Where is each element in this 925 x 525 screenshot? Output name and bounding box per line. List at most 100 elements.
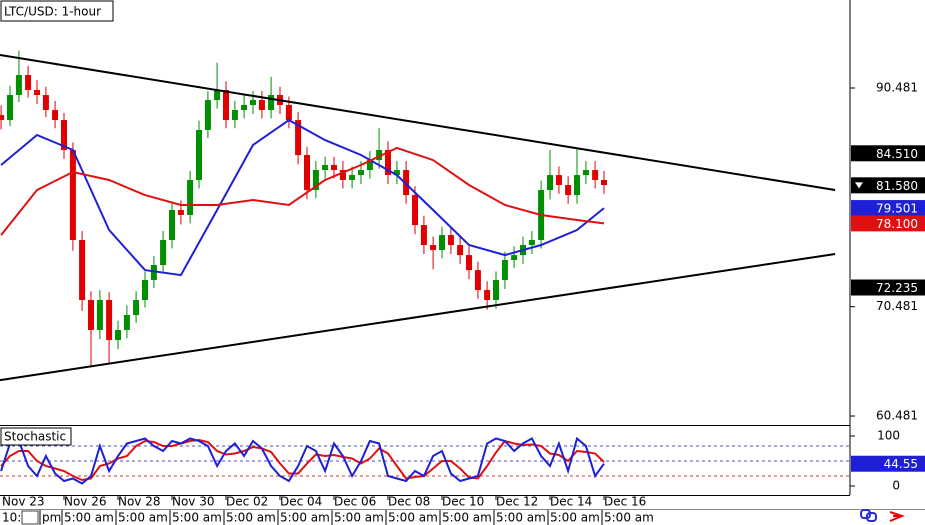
x-tick-label: Dec 12 [496,495,538,509]
x-tick-label: Dec 08 [388,495,430,509]
candle-body [439,235,446,251]
candle-body [204,100,211,131]
candle-body [241,104,248,110]
candle-body [366,160,373,171]
candle-body [565,185,572,196]
time-label: 5:00 am [550,511,600,525]
candle-body [160,239,167,266]
time-label: 5:00 am [442,511,492,525]
y-tick-label: 60.481 [876,409,918,423]
candle-body [403,170,410,196]
candle-body [60,120,67,151]
trend-line [0,253,836,382]
candle-body [69,150,76,240]
candle-body [528,239,535,246]
candle-body [250,100,257,105]
x-tick-label: Nov 23 [2,495,45,509]
candle-body [447,235,454,246]
candle-body [601,179,608,186]
candle-body [214,89,221,101]
x-tick-label: Dec 04 [280,495,322,509]
price-label-box [851,177,925,194]
time-label: 5:00 am [604,511,654,525]
x-tick-label: Dec 14 [550,495,592,509]
price-label-text: 72.235 [876,281,918,295]
candle-body [511,255,518,261]
x-tick-label: Dec 06 [334,495,376,509]
candle-body [312,170,319,191]
candle-body [187,179,194,215]
candle-body [96,300,103,330]
panel-title: Stochastic [4,430,66,444]
panel-title-box: Stochastic [0,427,72,446]
title-box [0,0,114,22]
x-tick-label: Nov 26 [64,495,107,509]
title-box [0,427,72,446]
time-label: 5:00 am [496,511,546,525]
candle-body [114,329,121,341]
time-field [21,510,39,525]
candle-body [150,265,157,281]
time-label: pm [42,511,61,525]
price-label-box [851,200,925,217]
time-label: 5:00 am [334,511,384,525]
candle-body [168,210,175,240]
candle-body [123,315,130,330]
stochastic-line [0,436,605,485]
candle-body [52,109,59,121]
time-label: 5:00 am [226,511,276,525]
current-price-marker [855,182,863,189]
price-label: 78.100 [851,215,925,232]
y-tick-label: 70.481 [876,299,918,313]
stochastic-line [0,438,605,482]
chart-title: LTC/USD: 1-hour [4,5,101,19]
price-label-box [851,455,925,472]
candle-body [25,75,32,90]
candle-body [385,150,392,176]
price-label: 72.235 [851,279,925,296]
candle-body [15,75,22,96]
candle-body [358,170,365,176]
candle-body [106,300,113,341]
candle-body [87,300,94,330]
candle-body [349,175,356,180]
candle-body [6,95,13,121]
candle-body [42,95,49,110]
candle-body [376,150,383,161]
candle-body [268,95,275,110]
candle-body [582,170,589,176]
price-label-text: 84.510 [876,147,918,161]
scroll-icon[interactable] [889,511,905,522]
candle-body [304,155,311,191]
time-label: 10: [2,511,21,525]
candle-body [295,120,302,156]
candle-body [555,175,562,186]
candle-body [322,164,329,171]
time-label: 5:00 am [388,511,438,525]
candle-body [177,210,184,215]
candle-body [420,225,427,246]
moving-average [0,146,605,236]
price-label: 79.501 [851,200,925,217]
candle-body [285,104,292,121]
candle-body [457,245,464,256]
candle-body [501,260,508,281]
x-tick-label: Nov 28 [118,495,161,509]
candle-body [412,195,419,226]
price-label-text: 81.580 [876,179,918,193]
link-icon[interactable] [860,509,877,522]
time-label: 5:00 am [64,511,114,525]
candle-body [231,109,238,121]
candle-body [195,130,202,180]
candle-body [393,170,400,176]
candle-body [33,89,40,96]
y-tick-label: 0 [892,479,900,493]
x-tick-label: Dec 02 [226,495,268,509]
candle-body [258,100,265,110]
candle-body [474,270,481,291]
time-label: 5:00 am [280,511,330,525]
price-label-text: 78.100 [876,217,918,231]
time-label: 5:00 am [118,511,168,525]
y-tick-label: 90.481 [876,81,918,95]
